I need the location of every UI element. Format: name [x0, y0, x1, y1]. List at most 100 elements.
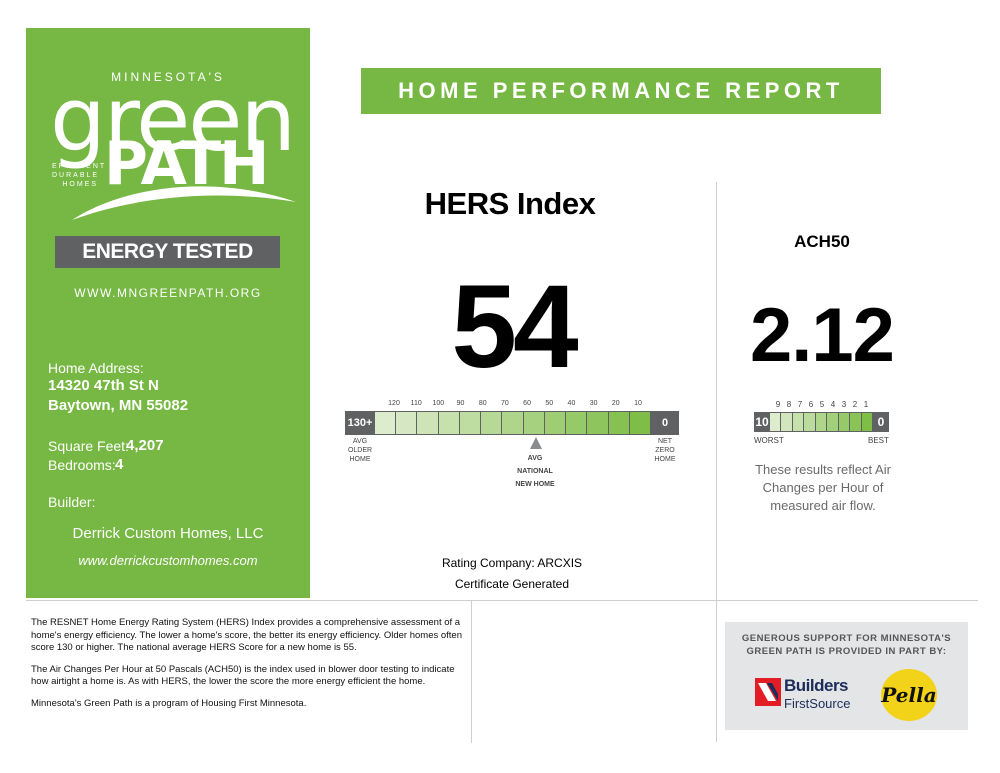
hers-scale-cell [459, 411, 482, 435]
hers-tick-label: 60 [523, 400, 531, 407]
hers-scale-cell [566, 411, 588, 435]
hers-tick-label: 20 [611, 400, 620, 407]
caption-line: NEW HOME [515, 481, 555, 488]
ach-scale-cell [827, 412, 839, 432]
hers-tick-label: 100 [432, 400, 445, 407]
caption-line: OLDER [347, 447, 373, 454]
ach50-value: 2.12 [750, 293, 895, 378]
caption-line: NET [658, 438, 672, 445]
program-website: WWW.MNGREENPATH.ORG [74, 286, 262, 300]
hers-tick-label: 70 [501, 400, 509, 407]
info-paragraph-hers: The RESNET Home Energy Rating System (HE… [31, 617, 462, 653]
hers-scale-cell [481, 411, 503, 435]
ach-tick-label: 7 [797, 400, 803, 409]
triangle-marker-icon [530, 437, 542, 449]
hers-scale-cell [587, 411, 609, 435]
brand-minnesotas: MINNESOTA'S [111, 70, 225, 84]
ach-tick-label: 8 [786, 400, 792, 409]
hers-tick-label: 80 [478, 400, 487, 407]
ach-scale-cell [792, 412, 805, 432]
builders-firstsource-logo-icon [755, 678, 781, 706]
hers-scale-cell [608, 411, 630, 435]
bedrooms-value: 4 [115, 456, 124, 473]
caption-line: AVG [352, 438, 368, 445]
info-paragraph-program: Minnesota's Green Path is a program of H… [31, 697, 307, 709]
builders-firstsource-subname: FirstSource [784, 696, 851, 711]
square-feet-label: Square Feet: [48, 438, 129, 454]
hers-scale-cell [375, 411, 397, 435]
brand-green-wordmark: green [50, 68, 296, 171]
divider-vertical [716, 182, 717, 742]
report-title: HOME PERFORMANCE REPORT [361, 68, 881, 114]
ach-tick-label: 9 [775, 400, 781, 409]
ach-scale: 10 0 [754, 412, 889, 432]
hers-scale-cell [629, 411, 652, 435]
caption-avg-national-new-home: AVG NATIONAL NEW HOME [505, 452, 565, 491]
hers-score: 54 [451, 261, 578, 393]
address-line-1: 14320 47th St N [48, 377, 159, 394]
hers-tick-label: 30 [589, 400, 598, 407]
builder-url: www.derrickcustomhomes.com [78, 553, 258, 568]
ach-tick-label: 6 [808, 400, 814, 409]
energy-tested-badge: ENERGY TESTED [55, 236, 280, 268]
hers-tick-label: 110 [410, 400, 422, 407]
ach-scale-cell [850, 412, 862, 432]
builder-label: Builder: [48, 494, 96, 510]
divider-vertical-bottom [471, 601, 472, 743]
registered-mark: ® [252, 138, 261, 150]
ach-scale-right: 0 [873, 412, 889, 432]
address-label: Home Address: [48, 360, 144, 376]
ach-note: These results reflect Air Changes per Ho… [755, 462, 891, 513]
hers-scale-cell [523, 411, 545, 435]
hers-tick-label: 120 [388, 400, 400, 407]
hers-tick-label: 50 [545, 400, 554, 407]
sponsor-header: GENEROUS SUPPORT FOR MINNESOTA'S GREEN P… [741, 633, 952, 657]
brand-tagline: EFFICIENT DURABLE HOMES [52, 162, 107, 189]
ach-scale-cell [770, 412, 782, 432]
swoosh-icon [72, 186, 296, 220]
hers-scale: 130+ 0 [345, 411, 679, 435]
divider-horizontal [26, 600, 978, 601]
info-text: The RESNET Home Energy Rating System (HE… [31, 617, 463, 719]
address-line-2: Baytown, MN 55082 [48, 397, 189, 414]
caption-net-zero-home: NET ZERO HOME [648, 437, 682, 464]
caption-line: HOME [349, 456, 371, 463]
ach-scale-cell [804, 412, 816, 432]
hers-tick-label: 40 [567, 400, 576, 407]
builders-firstsource-name: Builders [784, 676, 849, 695]
brand-path-wordmark: PATH [104, 129, 269, 199]
ach-tick-label: 2 [852, 400, 858, 409]
brand-panel: MINNESOTA'S green PATH ® EFFICIENT DURAB… [26, 28, 310, 598]
hers-scale-cell [417, 411, 439, 435]
hers-scale-cell [438, 411, 460, 435]
builder-name: Derrick Custom Homes, LLC [72, 525, 264, 542]
hers-scale-cell [544, 411, 567, 435]
tagline-efficient: EFFICIENT [52, 163, 107, 170]
ach-scale-cell [838, 412, 851, 432]
square-feet-value: 4,207 [126, 437, 164, 454]
caption-line: HOME [654, 456, 676, 463]
caption-line: NATIONAL [517, 468, 553, 475]
ach-scale-cell [815, 412, 828, 432]
pella-logo: Pella [881, 669, 937, 721]
caption-line: AVG [527, 455, 543, 462]
hers-tick-label: 10 [634, 400, 642, 407]
hers-tick-labels: 120 110 100 90 80 70 60 50 40 30 20 10 [388, 400, 642, 410]
caption-line: ZERO [655, 447, 675, 454]
ach50-title: ACH50 [794, 232, 850, 251]
hers-scale-left: 130+ [345, 411, 375, 435]
caption-avg-older-home: AVG OLDER HOME [343, 437, 377, 464]
hers-title: HERS Index [424, 186, 596, 221]
ach-scale-cells [770, 412, 873, 432]
ach-scale-cell [861, 412, 873, 432]
tagline-homes: HOMES [62, 181, 98, 188]
ach-tick-label: 4 [830, 400, 836, 409]
ach-worst-label: WORST [754, 436, 784, 445]
info-paragraph-ach: The Air Changes Per Hour at 50 Pascals (… [31, 663, 455, 688]
hers-scale-cell [502, 411, 524, 435]
rating-company: Rating Company: ARCXIS [441, 556, 583, 570]
ach-scale-cell [781, 412, 793, 432]
ach-tick-label: 1 [863, 400, 869, 409]
tagline-durable: DURABLE [52, 172, 100, 179]
